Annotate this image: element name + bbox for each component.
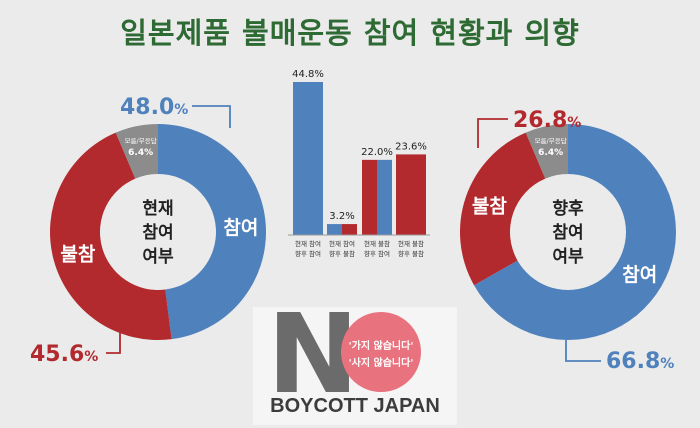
donut1-center-label-1: 참여 (142, 222, 173, 243)
donut1-gray-value: 6.4% (128, 148, 153, 158)
donut1-center-label-0: 현재 (142, 199, 173, 219)
bar-value-label-1: 3.2% (329, 211, 354, 222)
bar-1-right (342, 224, 357, 235)
logo-circle: '가지 않습니다' '사지 않습니다' (341, 312, 421, 392)
donut3-slice-1 (460, 132, 546, 286)
donut3-value-label-0: 66.8% (606, 349, 674, 374)
donut1-slice-0 (158, 124, 267, 340)
donut3-slice-0 (474, 124, 676, 340)
donut3-leader-1 (477, 118, 508, 148)
donut3-center-label-2: 여부 (552, 247, 584, 267)
bar-1-left (327, 224, 342, 235)
donut1-slice-2 (115, 124, 158, 179)
bar-0 (293, 82, 323, 235)
donut3-value-label-1: 26.8% (513, 108, 581, 133)
donut1-leader-0 (192, 105, 231, 128)
donut3-slice-name-1: 불참 (472, 195, 507, 217)
chart-title: 일본제품 불매운동 참여 현황과 의향 (120, 16, 580, 50)
donut3-center-label-0: 향후 (552, 198, 584, 219)
bar-category-label-3-1: 향후 불참 (398, 249, 424, 258)
bar-category-label-0-0: 현재 참여 (295, 239, 321, 248)
logo-slogan-1: '가지 않습니다' (348, 341, 414, 352)
bar-category-label-1-1: 향후 불참 (329, 249, 355, 258)
bar-2-right (377, 159, 392, 235)
donut3-center-label-1: 참여 (552, 222, 583, 243)
donut3-slice-2 (525, 124, 568, 179)
logo-boycott-text: BOYCOTT JAPAN (270, 395, 440, 417)
bar-2-left (362, 159, 377, 235)
bar-value-label-3: 23.6% (395, 141, 427, 152)
bar-category-label-3-0: 현재 불참 (398, 239, 424, 248)
bar-category-label-2-0: 현재 불참 (364, 239, 390, 248)
donut3-leader-0 (565, 340, 601, 362)
donut3-slice-name-0: 참여 (622, 264, 657, 286)
donut1-slice-name-0: 참여 (223, 217, 258, 239)
boycott-logo: N '가지 않습니다' '사지 않습니다' BOYCOTT JAPAN (253, 299, 457, 425)
donut1-value-label-0: 48.0% (120, 95, 188, 120)
bar-category-label-2-1: 향후 참여 (364, 249, 390, 258)
donut1-slice-1 (50, 132, 172, 340)
donut1-value-label-1: 45.6% (30, 342, 98, 367)
bar-3 (396, 154, 426, 235)
bar-value-label-2: 22.0% (361, 147, 393, 158)
donut1-leader-1 (106, 326, 121, 354)
bar-category-label-0-1: 향후 참여 (295, 249, 321, 258)
donut1-gray-name: 모름/무응답 (125, 137, 157, 145)
donut3-gray-name: 모름/무응답 (535, 137, 567, 145)
logo-slogan-2: '사지 않습니다' (348, 358, 414, 369)
donut1-center-label-2: 여부 (142, 247, 174, 267)
donut1-slice-name-1: 불참 (60, 244, 95, 266)
bar-category-label-1-0: 현재 참여 (329, 239, 355, 248)
donut3-gray-value: 6.4% (538, 148, 563, 158)
bar-value-label-0: 44.8% (292, 69, 324, 80)
